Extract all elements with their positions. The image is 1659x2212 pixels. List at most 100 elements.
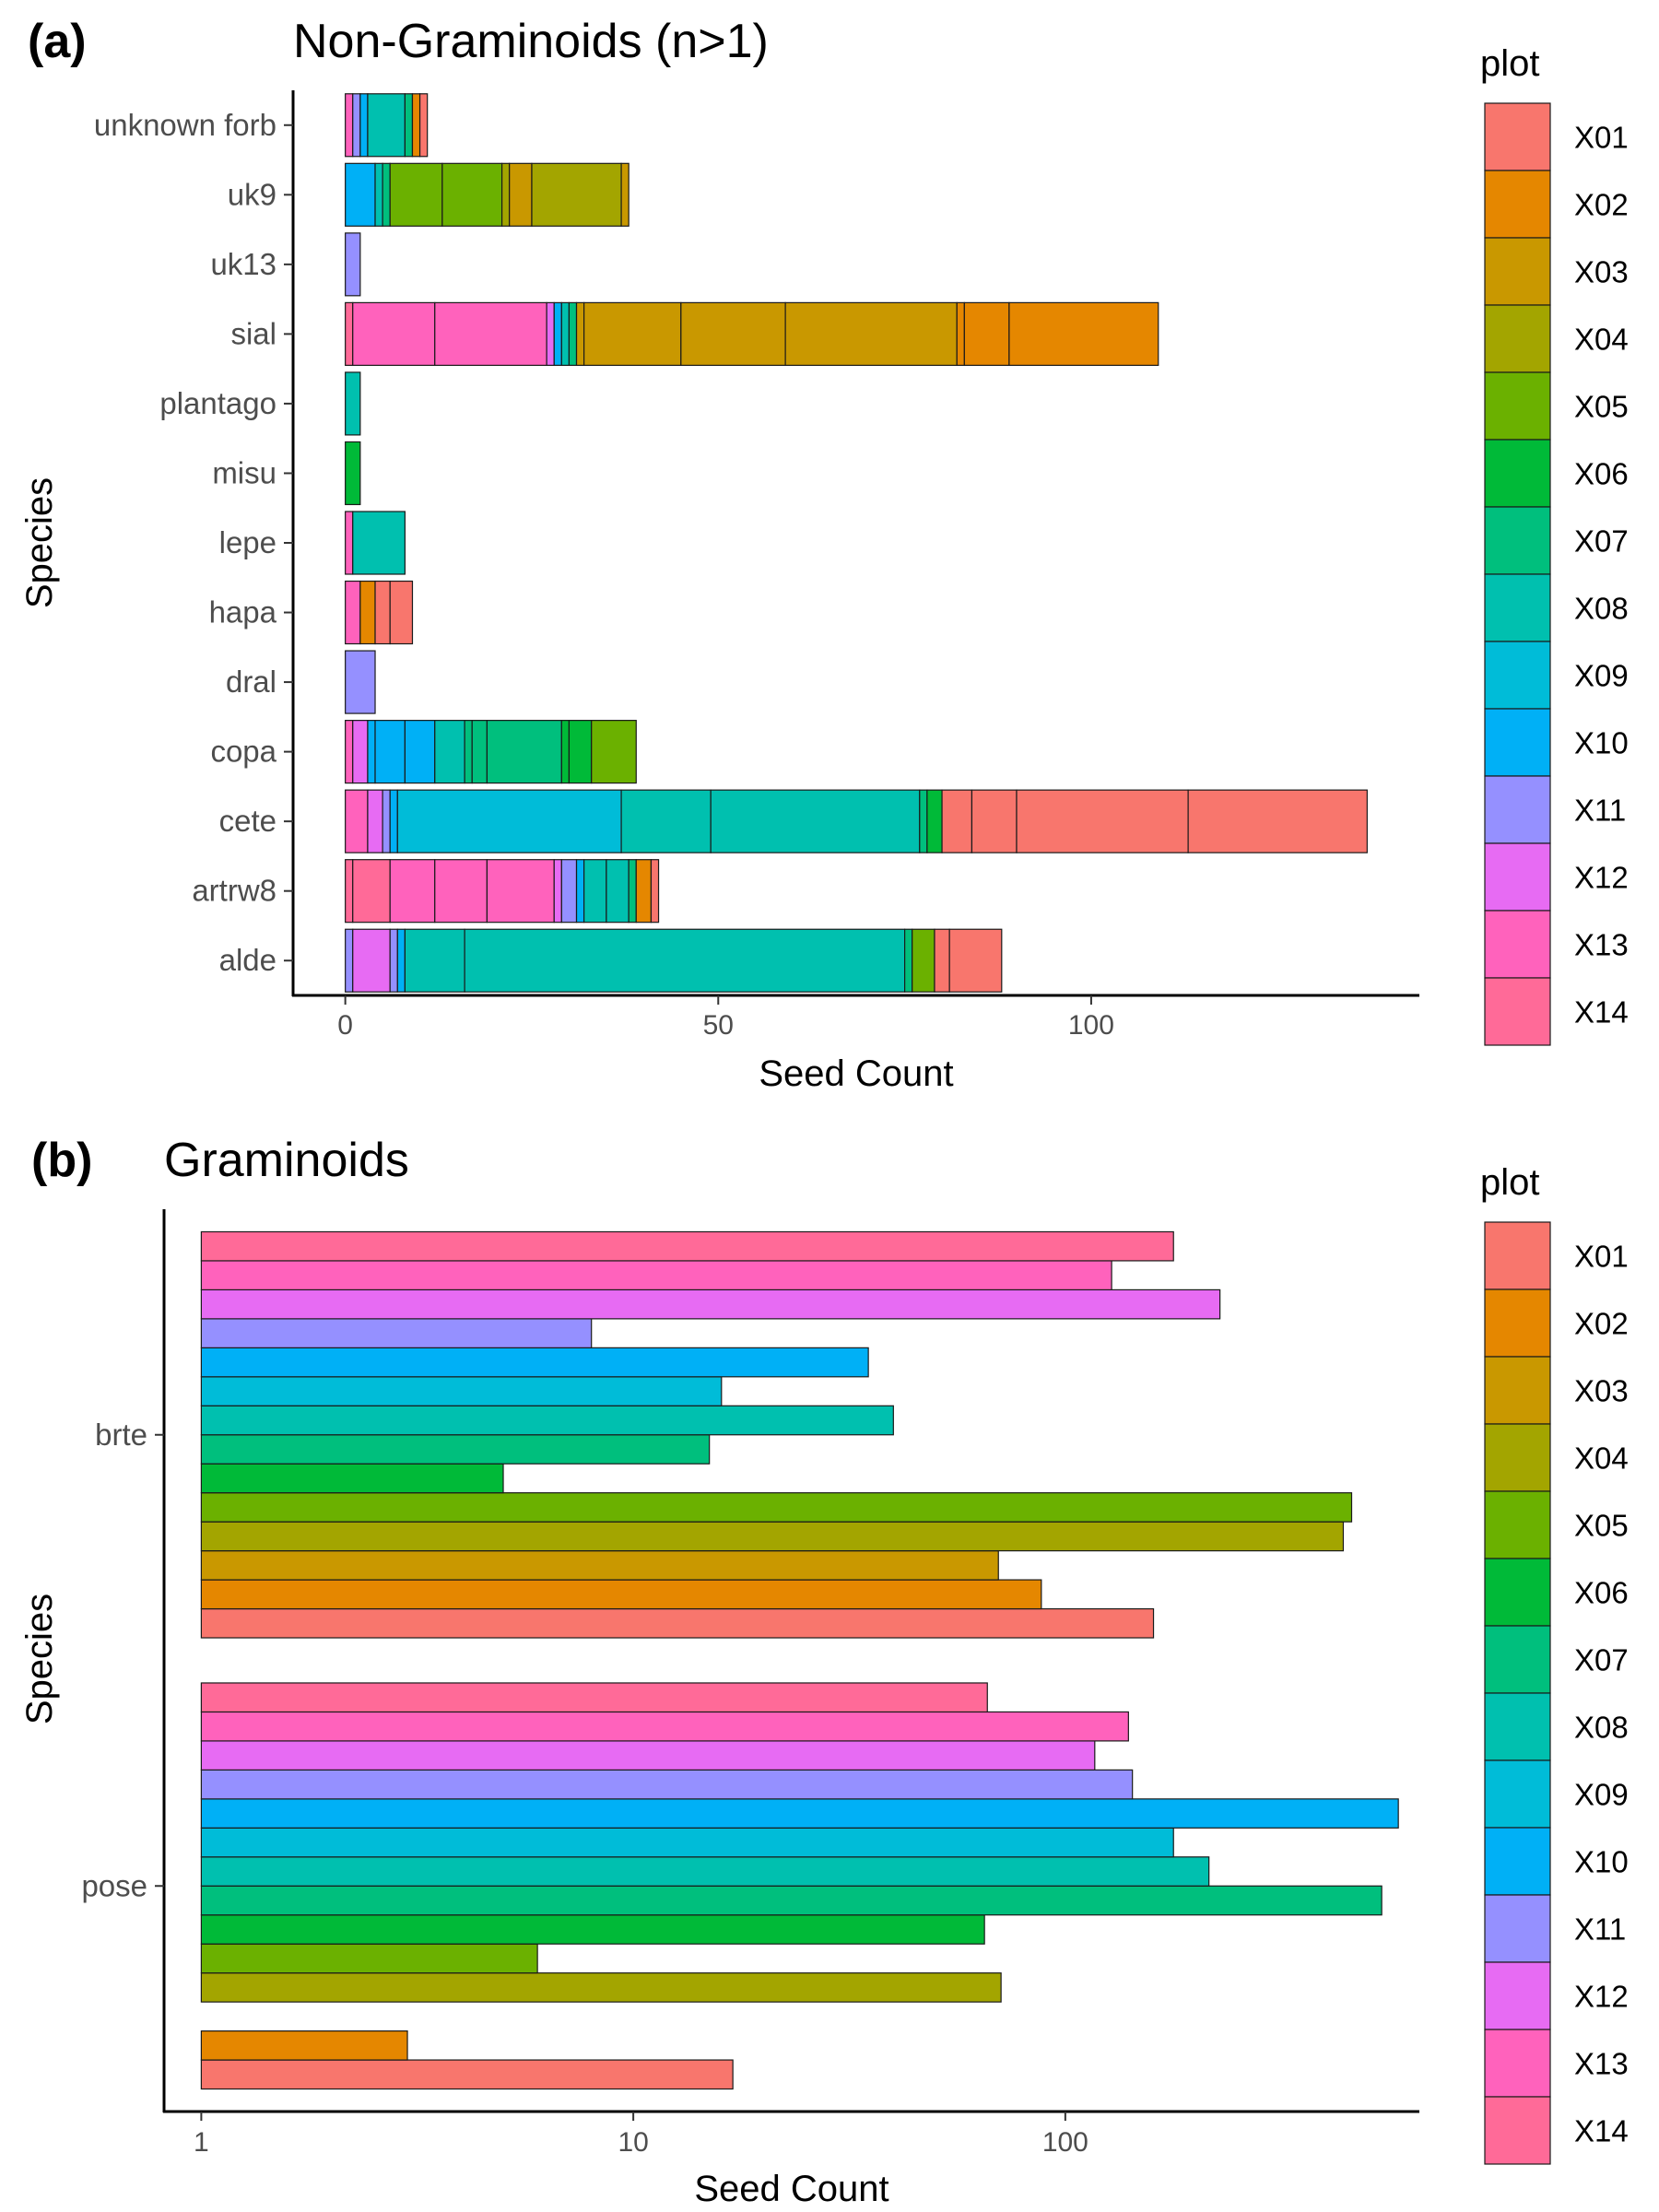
bar-brte-x04 (200, 1521, 1345, 1552)
y-tick-label-uk9: uk9 (228, 177, 276, 211)
bar-segment-sial-x03-9 (680, 301, 786, 366)
bar-brte-x14 (200, 1230, 1174, 1262)
bar-brte-x01 (200, 1607, 1155, 1639)
legend-label-x08: X08 (1574, 592, 1629, 626)
legend-key-x02 (1484, 1288, 1551, 1358)
legend-key-x12 (1484, 842, 1551, 912)
bar-segment-sial-x08-5 (560, 301, 571, 366)
legend-key-x12 (1484, 1961, 1551, 2030)
legend-key-x01 (1484, 1221, 1551, 1290)
bar-segment-unknown-forb-x11-1 (352, 93, 361, 158)
panel-a-legend-title: plot (1480, 43, 1540, 84)
legend-label-x07: X07 (1574, 524, 1629, 559)
bar-segment-unknown-forb-x01-6 (418, 93, 429, 158)
bar-segment-copa-x06-10 (568, 720, 593, 784)
legend-key-x11 (1484, 1894, 1551, 1963)
bar-pose-x14 (200, 1682, 988, 1713)
legend-label-x05: X05 (1574, 1509, 1629, 1543)
bar-pose-x01 (200, 2059, 734, 2090)
bar-segment-cete-x01-12 (1187, 789, 1368, 853)
bar-segment-sial-x10-4 (553, 301, 562, 366)
bar-pose-x05 (200, 1943, 538, 1974)
bar-brte-x12 (200, 1288, 1221, 1320)
bar-segment-sial-x03-8 (583, 301, 682, 366)
bar-segment-cete-x01-11 (1016, 789, 1189, 853)
legend-key-x10 (1484, 1827, 1551, 1896)
bar-segment-artrw8-x12-5 (553, 859, 562, 924)
bar-segment-uk9-x08-1 (374, 162, 383, 227)
bar-pose-x11 (200, 1769, 1134, 1800)
bar-segment-artrw8-x08-8 (583, 859, 607, 924)
bar-segment-cete-x12-1 (367, 789, 383, 853)
bar-segment-cete-x06-8 (926, 789, 943, 853)
x-tick-label-10: 10 (618, 2127, 648, 2158)
legend-key-x02 (1484, 170, 1551, 239)
y-tick-label-sial: sial (230, 316, 276, 350)
legend-label-x12: X12 (1574, 1980, 1629, 2014)
bar-segment-alde-x08-4 (404, 928, 465, 993)
bar-segment-unknown-forb-x02-5 (411, 93, 421, 158)
legend-key-x05 (1484, 371, 1551, 441)
bar-brte-x06 (200, 1463, 504, 1494)
legend-key-x05 (1484, 1490, 1551, 1559)
bar-segment-sial-x14-0 (345, 301, 354, 366)
legend-key-x04 (1484, 304, 1551, 373)
legend-label-x12: X12 (1574, 861, 1629, 895)
legend-label-x07: X07 (1574, 1643, 1629, 1677)
bar-segment-cete-x08-5 (620, 789, 712, 853)
bar-segment-unknown-forb-x08-3 (367, 93, 406, 158)
bar-segment-copa-x07-8 (486, 720, 562, 784)
legend-label-x11: X11 (1574, 794, 1626, 828)
bar-segment-hapa-x02-1 (359, 580, 376, 645)
bar-brte-x09 (200, 1376, 723, 1406)
bar-segment-artrw8-x14-1 (352, 859, 391, 924)
legend-label-x01: X01 (1574, 121, 1629, 155)
bar-segment-copa-x10-2 (367, 720, 376, 784)
panel-a-y-axis-title: Species (19, 477, 60, 608)
bar-segment-artrw8-x14-0 (345, 859, 354, 924)
legend-key-x06 (1484, 439, 1551, 508)
bar-pose-x12 (200, 1740, 1096, 1771)
legend-key-x01 (1484, 102, 1551, 171)
bar-segment-sial-x07-6 (568, 301, 578, 366)
legend-key-x09 (1484, 641, 1551, 710)
legend-label-x02: X02 (1574, 188, 1629, 222)
legend-key-x09 (1484, 1759, 1551, 1829)
legend-label-x06: X06 (1574, 457, 1629, 491)
bar-segment-copa-x13-0 (345, 720, 354, 784)
bar-pose-x09 (200, 1827, 1174, 1858)
legend-key-x03 (1484, 237, 1551, 306)
legend-key-x13 (1484, 2029, 1551, 2098)
legend-key-x07 (1484, 1625, 1551, 1694)
bar-segment-alde-x01-8 (934, 928, 950, 993)
bar-segment-plantago-x08-0 (345, 371, 361, 436)
bar-segment-artrw8-x11-6 (560, 859, 578, 924)
bar-segment-sial-x02-12 (963, 301, 1010, 366)
bar-segment-artrw8-x13-3 (434, 859, 488, 924)
panel-b-x-axis-title: Seed Count (694, 2169, 888, 2209)
bar-pose-x02 (200, 2030, 408, 2061)
bar-pose-x08 (200, 1856, 1210, 1887)
bar-segment-copa-x10-3 (374, 720, 406, 784)
bar-segment-uk9-x05-3 (389, 162, 443, 227)
bar-brte-x02 (200, 1579, 1042, 1610)
bar-segment-artrw8-x02-11 (635, 859, 653, 924)
legend-key-x10 (1484, 708, 1551, 777)
legend-key-x04 (1484, 1423, 1551, 1492)
legend-key-x14 (1484, 977, 1551, 1046)
bar-segment-alde-x07-6 (904, 928, 913, 993)
bar-segment-lepe-x13-0 (345, 511, 354, 575)
panel-a-x-ticks: 0 50 100 (337, 995, 1114, 1041)
legend-label-x05: X05 (1574, 390, 1629, 424)
panel-a-title: Non-Graminoids (n>1) (293, 15, 769, 68)
bar-segment-uk9-x07-2 (382, 162, 391, 227)
bar-brte-x13 (200, 1260, 1112, 1291)
bar-segment-unknown-forb-x07-4 (404, 93, 414, 158)
bar-segment-alde-x10-3 (396, 928, 406, 993)
bar-segment-unknown-forb-x10-2 (359, 93, 369, 158)
x-tick-label-100: 100 (1042, 2127, 1088, 2158)
y-tick-label-hapa: hapa (209, 595, 277, 629)
legend-key-x08 (1484, 573, 1551, 642)
bar-segment-uk13-x11-0 (345, 232, 361, 297)
bar-segment-hapa-x01-2 (374, 580, 391, 645)
